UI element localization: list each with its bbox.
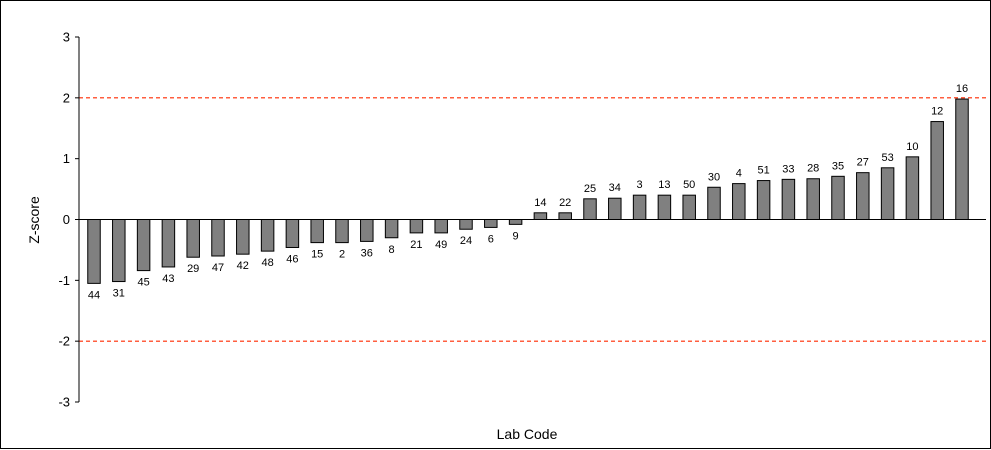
bar-label: 43 xyxy=(162,273,174,285)
bar-label: 15 xyxy=(311,249,323,261)
bar-lab-49 xyxy=(434,219,448,234)
bar-label: 14 xyxy=(534,197,546,209)
bar-label: 51 xyxy=(757,165,769,177)
bar-label: 9 xyxy=(513,230,519,242)
bar-lab-28 xyxy=(806,178,820,221)
bar-lab-10 xyxy=(905,156,920,220)
bar-label: 42 xyxy=(237,260,249,272)
bar-lab-8 xyxy=(384,219,399,239)
bar-label: 25 xyxy=(584,183,596,195)
bar-lab-2 xyxy=(335,219,349,244)
bar-label: 44 xyxy=(88,289,100,301)
bar-lab-46 xyxy=(285,219,300,248)
bar-label: 33 xyxy=(782,163,794,175)
bar-lab-24 xyxy=(459,219,473,230)
bar-label: 16 xyxy=(956,83,968,95)
y-tick-label: 1 xyxy=(63,151,70,166)
bar-lab-27 xyxy=(856,172,870,221)
bar-lab-3 xyxy=(632,194,647,221)
bar-lab-35 xyxy=(831,175,845,220)
bar-label: 34 xyxy=(609,182,621,194)
bar-label: 4 xyxy=(736,168,742,180)
bar-label: 22 xyxy=(559,197,571,209)
bar-lab-21 xyxy=(409,219,424,234)
bar-label: 8 xyxy=(389,244,395,256)
bar-label: 29 xyxy=(187,263,199,275)
bar-label: 45 xyxy=(137,277,149,289)
bar-label: 50 xyxy=(683,179,695,191)
bar-lab-9 xyxy=(508,219,523,225)
bar-lab-51 xyxy=(756,180,771,220)
bar-lab-12 xyxy=(930,121,944,220)
bar-lab-13 xyxy=(657,194,672,221)
y-tick-label: -3 xyxy=(58,395,70,410)
bar-lab-14 xyxy=(533,212,548,221)
bar-label: 13 xyxy=(658,179,670,191)
bar-lab-16 xyxy=(955,98,969,220)
bar-label: 46 xyxy=(286,253,298,265)
bar-lab-25 xyxy=(583,198,597,220)
bar-lab-34 xyxy=(608,197,622,220)
y-tick-label: 3 xyxy=(63,30,70,45)
x-axis-title: Lab Code xyxy=(497,426,558,442)
bar-lab-45 xyxy=(136,219,151,272)
y-ticks-group: 3 2 1 0 -1 -2 -3 xyxy=(58,30,79,410)
bar-lab-22 xyxy=(558,212,572,221)
bar-lab-47 xyxy=(211,219,225,257)
bar-lab-6 xyxy=(484,219,498,228)
bar-label: 35 xyxy=(832,160,844,172)
bar-label: 28 xyxy=(807,163,819,175)
bar-label: 3 xyxy=(637,179,643,191)
bar-label: 21 xyxy=(410,239,422,251)
bar-lab-42 xyxy=(236,219,250,255)
bar-label: 30 xyxy=(708,171,720,183)
bar-lab-50 xyxy=(682,194,696,221)
bar-lab-44 xyxy=(87,219,101,284)
y-tick-label: -1 xyxy=(58,273,70,288)
bar-lab-4 xyxy=(732,183,746,221)
bar-lab-33 xyxy=(781,178,796,221)
bar-label: 2 xyxy=(339,249,345,261)
bar-lab-53 xyxy=(880,167,895,221)
bar-label: 36 xyxy=(361,247,373,259)
bar-label: 31 xyxy=(113,288,125,300)
bar-lab-48 xyxy=(260,219,275,252)
bar-label: 49 xyxy=(435,239,447,251)
bar-label: 6 xyxy=(488,233,494,245)
y-tick-label: -2 xyxy=(58,334,70,349)
y-tick-label: 0 xyxy=(63,212,70,227)
bar-lab-15 xyxy=(310,219,324,244)
y-axis-title: Z-score xyxy=(26,196,42,244)
axes-group xyxy=(78,37,986,402)
bar-label: 10 xyxy=(906,141,918,153)
bar-lab-43 xyxy=(161,219,176,268)
bar-label: 53 xyxy=(881,152,893,164)
bar-label: 27 xyxy=(857,157,869,169)
y-tick-label: 2 xyxy=(63,90,70,105)
bar-label: 47 xyxy=(212,262,224,274)
bar-lab-29 xyxy=(186,219,200,258)
bar-label: 12 xyxy=(931,106,943,118)
bar-lab-36 xyxy=(360,219,374,242)
bar-lab-31 xyxy=(112,219,126,283)
bars-group xyxy=(87,98,969,284)
bar-lab-30 xyxy=(707,186,721,220)
bar-label: 24 xyxy=(460,235,472,247)
bar-label: 48 xyxy=(261,257,273,269)
